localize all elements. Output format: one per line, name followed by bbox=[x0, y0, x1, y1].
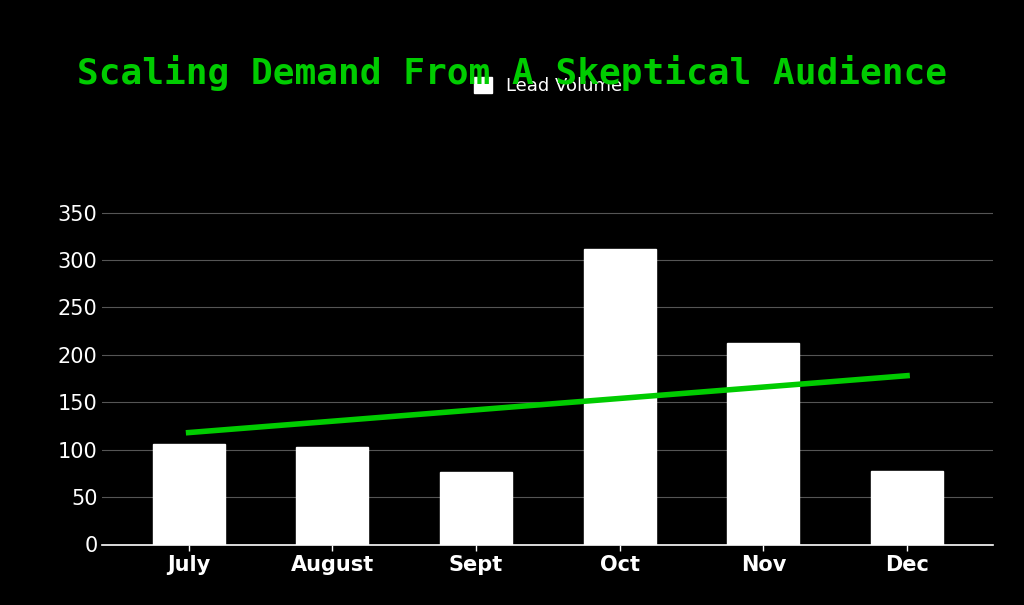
Bar bbox=[727, 344, 800, 544]
Text: Scaling Demand From A Skeptical Audience: Scaling Demand From A Skeptical Audience bbox=[77, 54, 947, 91]
Bar bbox=[153, 444, 224, 544]
Bar bbox=[871, 471, 943, 544]
Bar bbox=[296, 447, 369, 544]
Legend: Lead Volume: Lead Volume bbox=[466, 70, 630, 102]
Bar bbox=[440, 473, 512, 544]
Bar bbox=[584, 249, 655, 544]
